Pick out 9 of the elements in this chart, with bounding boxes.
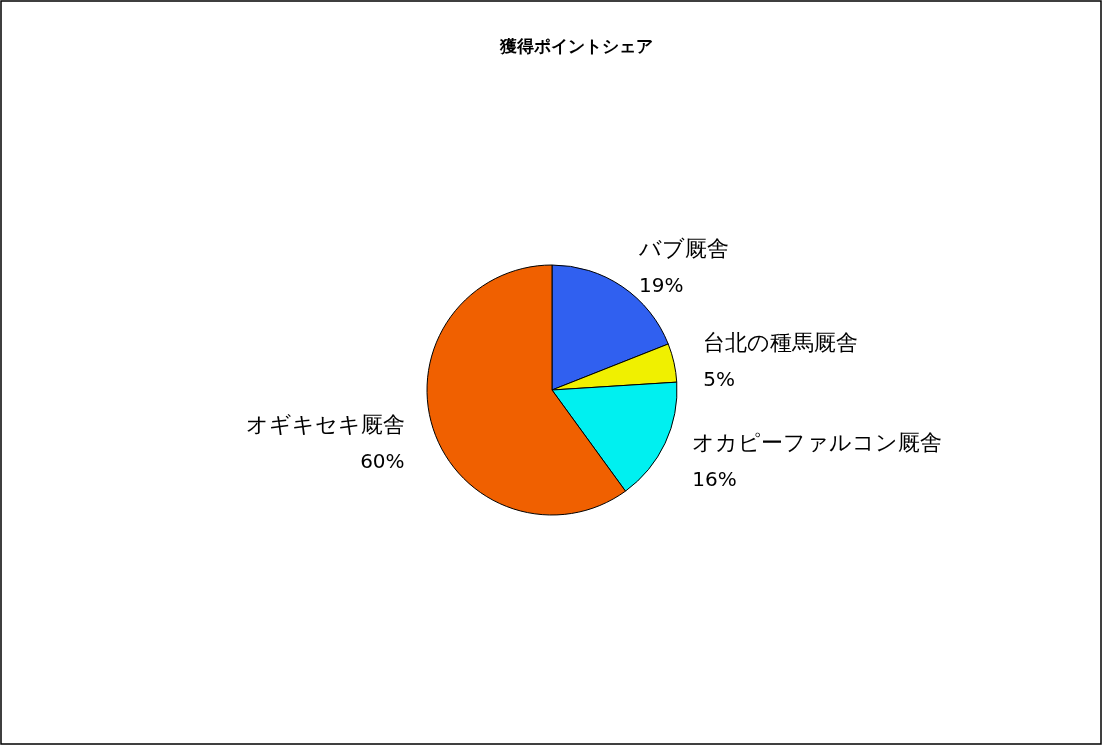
slice-label: オカピーファルコン厩舎 xyxy=(692,430,943,455)
data-label: 16% xyxy=(692,467,737,491)
chart-title: 獲得ポイントシェア xyxy=(498,36,653,56)
slice-label: オギキセキ厩舎 xyxy=(245,411,405,437)
data-label: 5% xyxy=(703,367,735,392)
data-label: 19% xyxy=(639,272,684,297)
data-label: 60% xyxy=(360,448,405,473)
slice-label: 台北の種馬厩舎 xyxy=(703,330,859,356)
slice-label: バブ厩舎 xyxy=(638,235,730,261)
